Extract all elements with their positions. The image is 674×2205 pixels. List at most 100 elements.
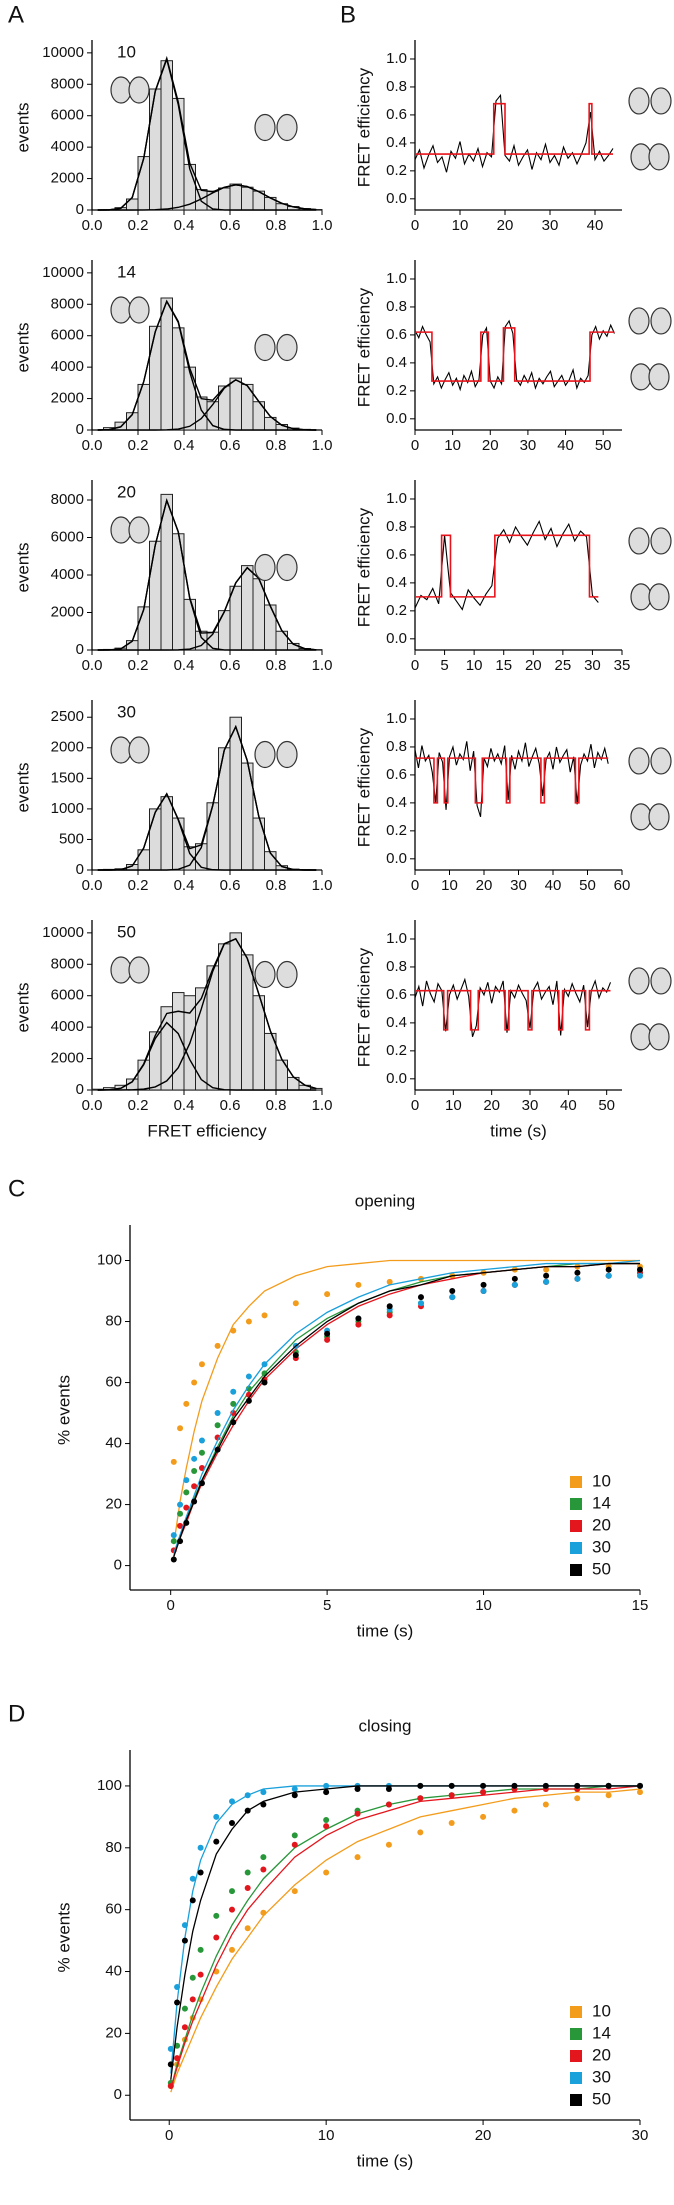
bar [149, 540, 162, 651]
y-tick-label: 0 [76, 861, 84, 878]
conformation-icon [630, 143, 652, 171]
data-point [260, 1801, 267, 1808]
y-tick-label: 6000 [51, 528, 84, 545]
data-point [385, 1841, 392, 1848]
data-point [198, 1437, 205, 1444]
data-point [167, 2082, 174, 2089]
data-point [261, 1361, 268, 1368]
x-tick-label: 10 [475, 1597, 492, 1614]
data-point [189, 1897, 196, 1904]
data-point [213, 1838, 220, 1845]
data-point [417, 1829, 424, 1836]
state-fit [415, 989, 611, 1031]
bar [229, 377, 242, 431]
x-tick-label: 0.2 [128, 437, 149, 454]
conformation-icon [128, 956, 150, 984]
bar [172, 97, 185, 211]
x-tick-label: 0 [167, 1597, 175, 1614]
y-tick-label: 4000 [51, 358, 84, 375]
data-point [542, 1801, 549, 1808]
y-axis-label: % events [54, 1375, 73, 1445]
y-tick-label: 2000 [51, 390, 84, 407]
data-point [214, 1410, 221, 1417]
y-tick-label: 0.2 [386, 162, 407, 179]
conformation-icon [628, 527, 650, 555]
conformation-icon [110, 296, 132, 324]
x-tick-label: 20 [483, 1097, 500, 1114]
panel-label: B [340, 1, 356, 28]
data-point [637, 1789, 643, 1796]
y-axis-label: % events [54, 1903, 73, 1973]
x-tick-label: 15 [632, 1597, 649, 1614]
conformation-icon [110, 736, 132, 764]
y-tick-label: 0.8 [386, 738, 407, 755]
x-tick-label: 20 [476, 877, 493, 894]
y-tick-label: 2000 [51, 1050, 84, 1067]
legend-swatch [570, 2050, 582, 2062]
data-point [324, 1336, 331, 1343]
y-axis-label: FRET efficiency [354, 287, 373, 407]
fit-curve [173, 1259, 640, 1545]
bar [206, 190, 219, 211]
y-tick-label: 0.6 [386, 326, 407, 343]
fit-curve [173, 1262, 640, 1557]
data-point [480, 1288, 487, 1295]
y-tick-label: 0.8 [386, 78, 407, 95]
x-tick-label: 0.6 [220, 437, 241, 454]
conformation-icon [628, 307, 650, 335]
data-point [197, 1946, 204, 1953]
data-point [198, 1449, 205, 1456]
y-tick-label: 40 [105, 1435, 122, 1452]
bar [160, 796, 173, 871]
data-point [511, 1782, 518, 1789]
data-point [323, 1823, 330, 1830]
y-tick-label: 8000 [51, 295, 84, 312]
y-tick-label: 0.6 [386, 546, 407, 563]
y-tick-label: 0.6 [386, 986, 407, 1003]
x-axis-label: time (s) [490, 1121, 547, 1140]
data-point [183, 1489, 190, 1496]
data-point [177, 1538, 184, 1545]
x-tick-label: 10 [444, 437, 461, 454]
data-point [574, 1782, 581, 1789]
conformation-icon [650, 967, 672, 995]
data-point [183, 1400, 190, 1407]
conformation-icon [276, 553, 298, 582]
bar [252, 995, 265, 1091]
data-point [177, 1510, 184, 1517]
y-tick-label: 10000 [42, 924, 84, 941]
data-point [170, 1532, 177, 1539]
x-tick-label: 40 [560, 1097, 577, 1114]
data-point [574, 1795, 581, 1802]
data-point [480, 1281, 487, 1288]
data-point [260, 1789, 267, 1796]
conformation-icon [648, 363, 670, 391]
data-point [183, 1477, 190, 1484]
x-tick-label: 20 [475, 2127, 492, 2144]
x-tick-label: 10 [466, 657, 483, 674]
bar [241, 186, 254, 211]
data-point [170, 1458, 177, 1465]
fit-curve [97, 378, 317, 431]
bar [137, 849, 150, 871]
y-tick-label: 2000 [51, 739, 84, 756]
data-point [291, 1786, 298, 1793]
x-tick-label: 0.8 [266, 1097, 287, 1114]
bar [241, 954, 254, 1091]
data-point [291, 1888, 298, 1895]
x-tick-label: 0.4 [174, 657, 195, 674]
legend-label: 50 [592, 1559, 611, 1578]
y-tick-label: 6000 [51, 107, 84, 124]
data-point [245, 1318, 252, 1325]
x-tick-label: 0.2 [128, 217, 149, 234]
x-tick-label: 0.0 [82, 217, 103, 234]
x-tick-label: 0.8 [266, 877, 287, 894]
data-point [260, 1909, 267, 1916]
y-tick-label: 1500 [51, 769, 84, 786]
x-tick-label: 0.4 [174, 437, 195, 454]
x-tick-label: 10 [452, 217, 469, 234]
data-point [542, 1782, 549, 1789]
legend-label: 10 [592, 2001, 611, 2020]
bar [241, 565, 254, 651]
bar [218, 187, 231, 211]
